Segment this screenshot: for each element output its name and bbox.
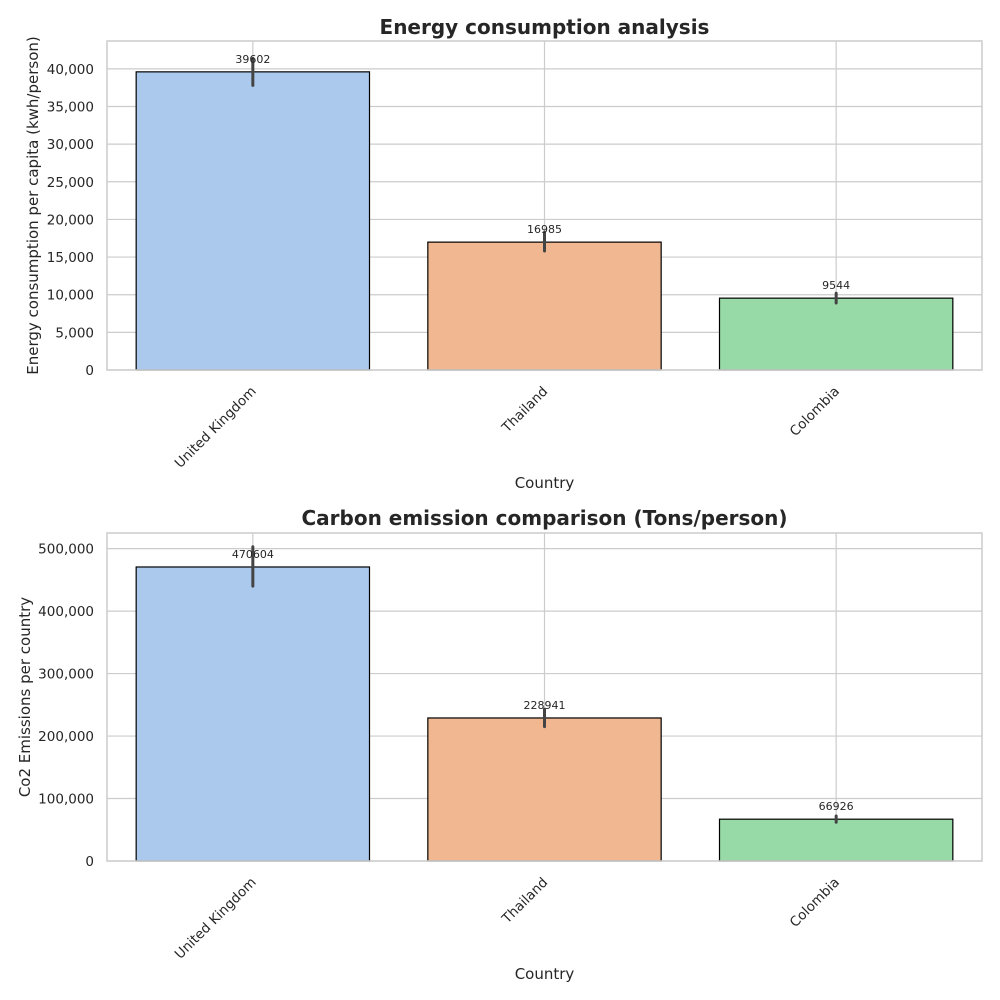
y-tick-label: 10,000 (47, 288, 94, 304)
x-tick-label: Thailand (498, 875, 551, 928)
x-axis-label: Country (515, 965, 575, 983)
y-tick-label: 25,000 (47, 175, 94, 191)
x-tick-label: United Kingdom (172, 384, 260, 472)
bar-united-kingdom (135, 71, 371, 371)
data-label: 228941 (524, 699, 566, 712)
bar-thailand (427, 717, 662, 862)
data-label: 470604 (232, 548, 274, 561)
y-tick-label: 300,000 (38, 667, 94, 683)
bar-colombia (718, 818, 954, 862)
y-axis-label: Energy consumption per capita (kwh/perso… (24, 36, 42, 374)
y-tick-label: 20,000 (47, 212, 94, 228)
data-label: 39602 (235, 53, 270, 66)
data-label: 9544 (822, 279, 850, 292)
y-tick-label: 30,000 (47, 137, 94, 153)
x-axis-label: Country (515, 474, 575, 492)
chart-title: Carbon emission comparison (Tons/person) (301, 506, 787, 530)
y-tick-label: 400,000 (38, 604, 94, 620)
y-tick-label: 35,000 (47, 99, 94, 115)
x-tick-label: Colombia (787, 875, 843, 931)
chart-panel-2: 470604 228941 66926 0 100,000 200,000 300,000 4… (16, 506, 983, 983)
data-label: 16985 (527, 223, 562, 236)
y-axis-label: Co2 Emissions per country (16, 597, 34, 797)
axes-frame (106, 40, 983, 371)
x-tick-label: United Kingdom (172, 875, 260, 963)
y-tick-label: 40,000 (47, 62, 94, 78)
chart-title: Energy consumption analysis (380, 15, 710, 39)
bar-united-kingdom (135, 566, 371, 862)
y-tick-label: 0 (85, 363, 94, 379)
y-tick-label: 15,000 (47, 250, 94, 266)
y-tick-label: 0 (85, 854, 94, 870)
data-label: 66926 (819, 800, 854, 813)
y-tick-label: 200,000 (38, 729, 94, 745)
bar-thailand (427, 241, 662, 371)
axes-frame (106, 532, 983, 862)
x-tick-label: Thailand (498, 384, 551, 437)
chart-panel-1: 39602 16985 9544 0 5,000 10,000 15,000 20,000 25… (24, 15, 983, 492)
bar-colombia (718, 297, 954, 371)
y-tick-label: 5,000 (55, 325, 94, 341)
y-tick-label: 500,000 (38, 542, 94, 558)
y-tick-label: 100,000 (38, 792, 94, 808)
x-tick-label: Colombia (787, 384, 843, 440)
